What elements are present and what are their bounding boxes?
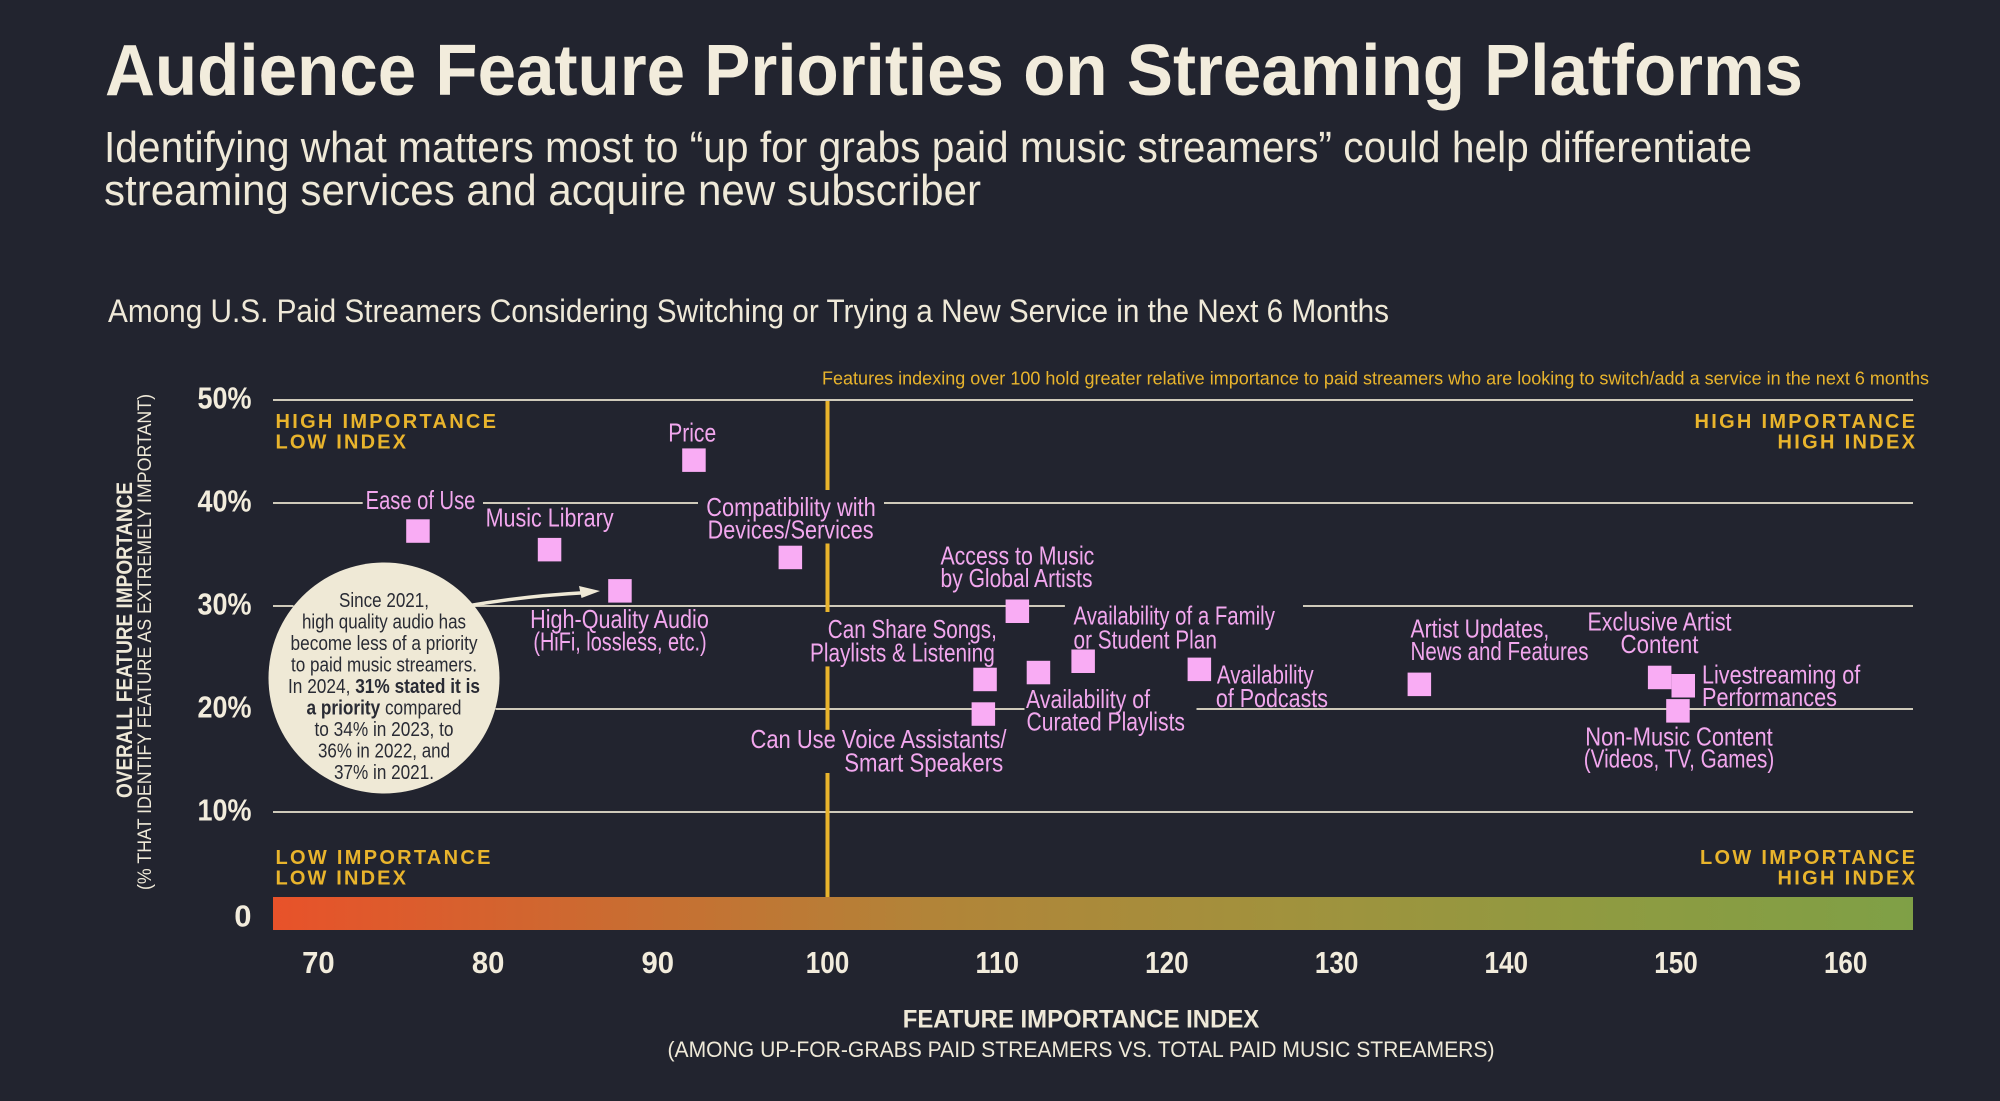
svg-text:HIGH IMPORTANCE: HIGH IMPORTANCE	[1695, 411, 1916, 433]
svg-text:Music Library: Music Library	[486, 503, 614, 533]
svg-text:150: 150	[1654, 945, 1698, 980]
svg-text:HIGH IMPORTANCE: HIGH IMPORTANCE	[276, 411, 497, 433]
svg-text:Can Use Voice Assistants/: Can Use Voice Assistants/	[751, 724, 1008, 754]
svg-text:Audience Feature Priorities on: Audience Feature Priorities on Streaming…	[105, 31, 1803, 111]
svg-text:37% in 2021.: 37% in 2021.	[334, 762, 434, 784]
svg-text:Identifying what matters most: Identifying what matters most to “up for…	[104, 123, 1752, 172]
svg-text:Curated Playlists: Curated Playlists	[1027, 707, 1186, 737]
svg-text:or Student Plan: or Student Plan	[1074, 624, 1217, 654]
svg-text:130: 130	[1315, 945, 1359, 980]
svg-text:News and Features: News and Features	[1411, 636, 1589, 666]
svg-text:FEATURE IMPORTANCE INDEX: FEATURE IMPORTANCE INDEX	[903, 1006, 1260, 1034]
svg-text:LOW INDEX: LOW INDEX	[276, 868, 407, 890]
svg-text:Availability of: Availability of	[1026, 684, 1151, 714]
svg-text:Devices/Services: Devices/Services	[708, 515, 874, 545]
svg-text:Smart Speakers: Smart Speakers	[844, 748, 1003, 778]
svg-text:100: 100	[806, 945, 850, 980]
svg-text:50%: 50%	[198, 381, 252, 416]
svg-text:Content: Content	[1621, 629, 1700, 659]
svg-text:In 2024, 31% stated it is: In 2024, 31% stated it is	[288, 676, 480, 698]
svg-text:Livestreaming of: Livestreaming of	[1702, 660, 1861, 690]
svg-text:become less of a priority: become less of a priority	[291, 633, 478, 655]
svg-text:high quality audio has: high quality audio has	[302, 612, 466, 634]
svg-text:to 34% in 2023, to: to 34% in 2023, to	[315, 719, 454, 741]
svg-text:Artist Updates,: Artist Updates,	[1411, 614, 1550, 644]
svg-text:80: 80	[472, 945, 505, 980]
svg-text:Non-Music Content: Non-Music Content	[1585, 721, 1773, 751]
svg-text:Playlists & Listening: Playlists & Listening	[810, 637, 995, 667]
svg-text:Exclusive Artist: Exclusive Artist	[1588, 607, 1733, 637]
svg-text:HIGH INDEX: HIGH INDEX	[1778, 432, 1916, 454]
svg-text:70: 70	[302, 945, 335, 980]
svg-text:Performances: Performances	[1702, 682, 1837, 712]
svg-text:120: 120	[1145, 945, 1189, 980]
svg-text:(Videos, TV, Games): (Videos, TV, Games)	[1584, 744, 1775, 774]
svg-text:36% in 2022, and: 36% in 2022, and	[318, 741, 450, 763]
svg-text:(% THAT IDENTIFY FEATURE AS EX: (% THAT IDENTIFY FEATURE AS EXTREMELY IM…	[135, 394, 156, 890]
svg-text:Availability: Availability	[1217, 660, 1314, 690]
svg-text:Availability of a Family: Availability of a Family	[1074, 601, 1275, 631]
svg-text:Features indexing over 100 hol: Features indexing over 100 hold greater …	[822, 369, 1929, 389]
svg-text:to paid music streamers.: to paid music streamers.	[291, 655, 477, 677]
svg-text:10%: 10%	[198, 793, 252, 828]
svg-text:(HiFi, lossless, etc.): (HiFi, lossless, etc.)	[533, 627, 706, 657]
svg-text:160: 160	[1824, 945, 1868, 980]
svg-text:LOW INDEX: LOW INDEX	[276, 432, 407, 454]
svg-text:20%: 20%	[198, 690, 252, 725]
svg-text:140: 140	[1485, 945, 1529, 980]
svg-text:90: 90	[642, 945, 675, 980]
svg-text:of Podcasts: of Podcasts	[1216, 683, 1328, 713]
svg-text:LOW IMPORTANCE: LOW IMPORTANCE	[276, 847, 491, 869]
svg-text:110: 110	[975, 945, 1019, 980]
svg-text:streaming services and acquire: streaming services and acquire new subsc…	[104, 166, 981, 215]
svg-text:by Global Artists: by Global Artists	[941, 563, 1093, 593]
svg-text:(AMONG UP-FOR-GRABS PAID STREA: (AMONG UP-FOR-GRABS PAID STREAMERS VS. T…	[668, 1037, 1495, 1062]
svg-text:High-Quality Audio: High-Quality Audio	[530, 604, 709, 634]
svg-text:0: 0	[234, 899, 251, 934]
svg-text:Compatibility with: Compatibility with	[706, 492, 875, 522]
svg-text:Ease of Use: Ease of Use	[366, 485, 476, 515]
svg-text:Can Share Songs,: Can Share Songs,	[828, 614, 997, 644]
svg-text:a priority compared: a priority compared	[307, 698, 462, 720]
svg-text:Since 2021,: Since 2021,	[339, 590, 429, 612]
svg-text:40%: 40%	[198, 484, 252, 519]
svg-text:Among U.S. Paid Streamers Cons: Among U.S. Paid Streamers Considering Sw…	[108, 293, 1389, 329]
svg-text:HIGH INDEX: HIGH INDEX	[1778, 868, 1916, 890]
svg-text:Access to Music: Access to Music	[940, 541, 1094, 571]
svg-text:OVERALL FEATURE IMPORTANCE: OVERALL FEATURE IMPORTANCE	[112, 482, 137, 798]
svg-text:30%: 30%	[198, 587, 252, 622]
svg-text:Price: Price	[668, 418, 716, 448]
svg-text:LOW IMPORTANCE: LOW IMPORTANCE	[1700, 847, 1915, 869]
